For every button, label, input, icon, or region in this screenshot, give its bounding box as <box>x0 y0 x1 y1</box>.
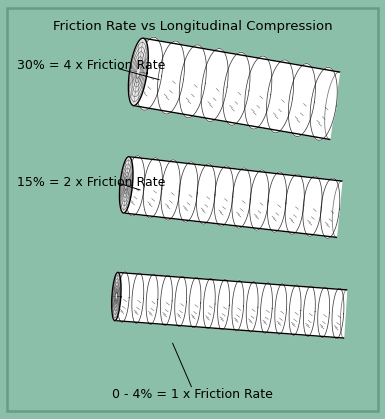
Polygon shape <box>249 170 269 230</box>
Polygon shape <box>261 283 273 333</box>
Polygon shape <box>275 284 287 334</box>
Polygon shape <box>161 275 172 326</box>
Polygon shape <box>245 56 272 129</box>
Polygon shape <box>179 45 206 118</box>
Polygon shape <box>196 164 216 224</box>
Polygon shape <box>223 52 250 125</box>
Polygon shape <box>157 41 184 114</box>
Polygon shape <box>132 273 144 323</box>
Polygon shape <box>318 287 330 338</box>
Polygon shape <box>119 157 133 213</box>
Polygon shape <box>136 37 163 110</box>
Text: 0 - 4% = 1 x Friction Rate: 0 - 4% = 1 x Friction Rate <box>112 388 273 401</box>
Polygon shape <box>289 285 301 336</box>
Polygon shape <box>332 288 344 339</box>
Polygon shape <box>303 176 322 236</box>
Polygon shape <box>288 64 315 137</box>
Polygon shape <box>246 282 258 332</box>
FancyBboxPatch shape <box>7 8 378 411</box>
Polygon shape <box>232 168 251 228</box>
Polygon shape <box>232 280 244 331</box>
Polygon shape <box>175 276 187 327</box>
Text: 30% = 4 x Friction Rate: 30% = 4 x Friction Rate <box>17 59 165 72</box>
Polygon shape <box>189 277 201 328</box>
Polygon shape <box>203 278 215 329</box>
Polygon shape <box>285 174 304 234</box>
Polygon shape <box>161 160 180 220</box>
Text: Friction Rate vs Longitudinal Compression: Friction Rate vs Longitudinal Compressio… <box>53 20 332 33</box>
Polygon shape <box>143 158 162 218</box>
Polygon shape <box>126 156 145 216</box>
Polygon shape <box>112 272 121 321</box>
Polygon shape <box>117 272 129 322</box>
Polygon shape <box>218 279 229 330</box>
Polygon shape <box>266 60 294 133</box>
Polygon shape <box>310 67 337 140</box>
Polygon shape <box>303 286 315 336</box>
Polygon shape <box>268 172 286 232</box>
Polygon shape <box>321 178 340 238</box>
Polygon shape <box>179 162 198 222</box>
Polygon shape <box>115 272 346 338</box>
Polygon shape <box>124 157 342 237</box>
Polygon shape <box>201 49 228 122</box>
Polygon shape <box>214 166 233 226</box>
Polygon shape <box>146 274 158 325</box>
Polygon shape <box>133 38 340 140</box>
Polygon shape <box>128 38 148 106</box>
Text: 15% = 2 x Friction Rate: 15% = 2 x Friction Rate <box>17 176 165 189</box>
